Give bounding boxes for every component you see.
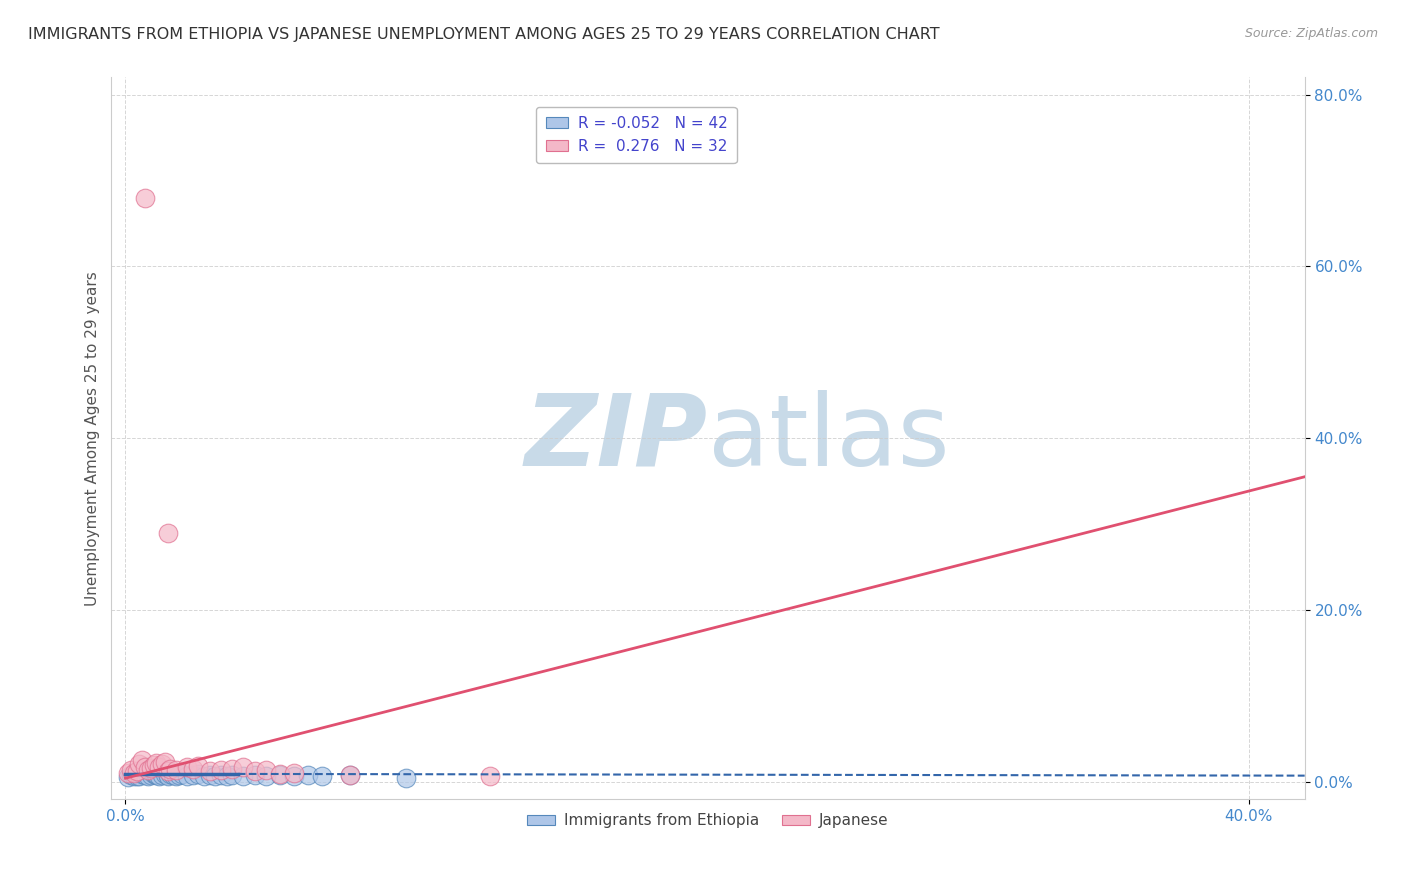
Point — [167, 768, 190, 782]
Point — [165, 769, 187, 783]
Point — [221, 768, 243, 782]
Point — [243, 764, 266, 779]
Point — [142, 767, 165, 781]
Point — [187, 759, 209, 773]
Point — [131, 767, 153, 781]
Point — [145, 768, 167, 782]
Point — [181, 768, 204, 782]
Point — [139, 765, 162, 780]
Point — [254, 763, 277, 777]
Point — [134, 768, 156, 782]
Point — [311, 769, 333, 783]
Point — [139, 768, 162, 782]
Text: IMMIGRANTS FROM ETHIOPIA VS JAPANESE UNEMPLOYMENT AMONG AGES 25 TO 29 YEARS CORR: IMMIGRANTS FROM ETHIOPIA VS JAPANESE UNE… — [28, 27, 939, 42]
Point — [128, 770, 150, 784]
Point — [120, 763, 142, 777]
Point — [269, 767, 291, 781]
Point — [145, 756, 167, 770]
Point — [136, 769, 159, 783]
Point — [176, 760, 198, 774]
Point — [128, 766, 150, 780]
Point — [181, 762, 204, 776]
Point — [134, 191, 156, 205]
Text: ZIP: ZIP — [524, 390, 709, 487]
Text: atlas: atlas — [709, 390, 949, 487]
Point — [122, 766, 145, 780]
Point — [125, 764, 148, 779]
Point — [159, 762, 181, 776]
Point — [269, 768, 291, 782]
Point — [339, 768, 361, 782]
Point — [297, 768, 319, 782]
Point — [209, 763, 232, 777]
Point — [232, 769, 254, 783]
Point — [134, 760, 156, 774]
Point — [176, 769, 198, 783]
Point — [162, 768, 184, 782]
Y-axis label: Unemployment Among Ages 25 to 29 years: Unemployment Among Ages 25 to 29 years — [86, 271, 100, 606]
Point — [145, 767, 167, 781]
Point — [156, 525, 179, 540]
Legend: Immigrants from Ethiopia, Japanese: Immigrants from Ethiopia, Japanese — [522, 807, 894, 835]
Point — [139, 761, 162, 775]
Point — [232, 760, 254, 774]
Point — [131, 753, 153, 767]
Point — [117, 770, 139, 784]
Point — [165, 763, 187, 777]
Point — [187, 767, 209, 781]
Point — [159, 767, 181, 781]
Point — [125, 769, 148, 783]
Point — [142, 758, 165, 772]
Point — [479, 770, 502, 784]
Point — [148, 760, 170, 774]
Point — [150, 757, 173, 772]
Point — [170, 767, 193, 781]
Point — [209, 768, 232, 782]
Point — [120, 768, 142, 782]
Point — [243, 768, 266, 782]
Point — [156, 768, 179, 782]
Point — [117, 766, 139, 780]
Point — [215, 769, 238, 783]
Point — [148, 769, 170, 783]
Point — [156, 764, 179, 779]
Point — [136, 763, 159, 777]
Point — [254, 769, 277, 783]
Point — [156, 769, 179, 783]
Point — [339, 768, 361, 782]
Point — [221, 762, 243, 776]
Point — [122, 770, 145, 784]
Point — [150, 768, 173, 782]
Point — [198, 764, 221, 779]
Text: Source: ZipAtlas.com: Source: ZipAtlas.com — [1244, 27, 1378, 40]
Point — [128, 757, 150, 772]
Point — [283, 769, 305, 783]
Point — [395, 771, 418, 785]
Point — [193, 769, 215, 783]
Point — [283, 766, 305, 780]
Point — [153, 767, 176, 781]
Point — [198, 768, 221, 782]
Point — [204, 769, 226, 783]
Point — [153, 755, 176, 769]
